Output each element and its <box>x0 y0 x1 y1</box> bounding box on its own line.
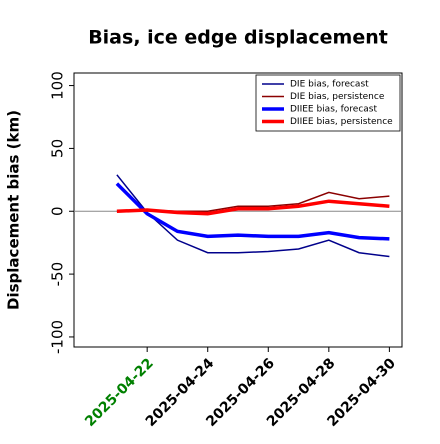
legend-label: DIIEE bias, persistence <box>290 117 393 127</box>
y-axis-label: Displacement bias (km) <box>5 110 23 310</box>
series-line <box>115 182 390 241</box>
plot-frame <box>73 72 403 348</box>
y-tick-label: -100 <box>49 320 67 354</box>
legend-label: DIIEE bias, forecast <box>290 105 377 115</box>
y-tick-label: -50 <box>49 262 67 287</box>
y-tick-label: 50 <box>49 139 67 158</box>
y-tick-label: 100 <box>49 71 67 100</box>
chart-title: Bias, ice edge displacement <box>88 27 388 49</box>
legend-label: DIE bias, forecast <box>290 80 369 90</box>
legend-label: DIE bias, persistence <box>290 92 385 102</box>
series-line <box>116 174 390 258</box>
series-line <box>116 199 390 216</box>
y-tick-label: 0 <box>49 206 67 216</box>
